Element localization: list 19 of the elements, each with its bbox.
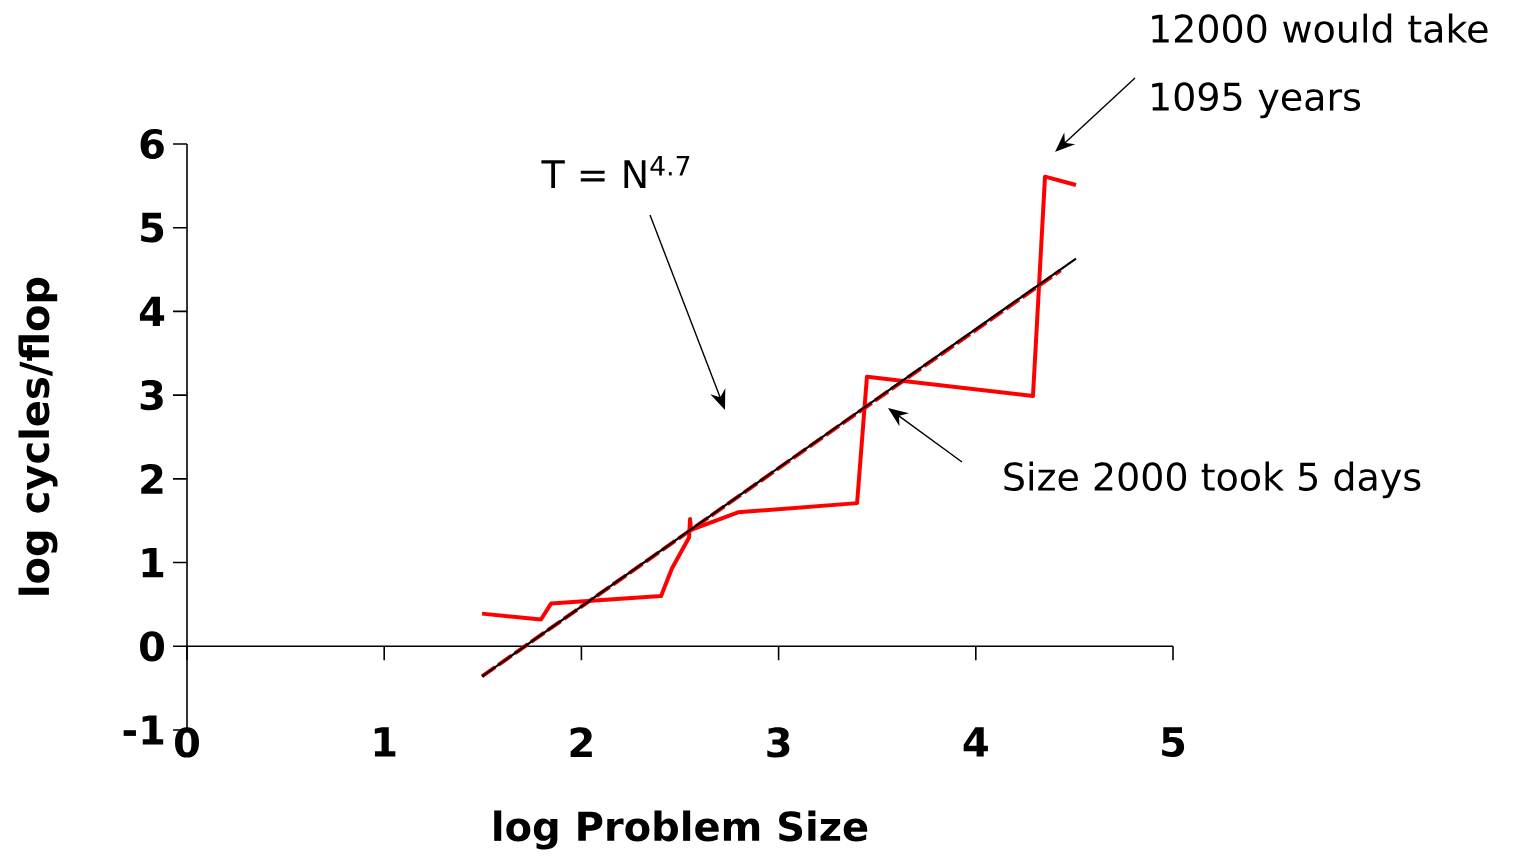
x-axis-title: log Problem Size	[494, 810, 868, 850]
y-tick-label: 1	[142, 548, 164, 578]
x-tick-label: 0	[175, 727, 199, 758]
x-tick-label: 3	[767, 727, 790, 758]
annotation: Size 2000 took 5 days	[1004, 461, 1421, 499]
y-tick-label: 3	[140, 380, 163, 411]
x-tick-label: 2	[570, 727, 592, 758]
text: 12000 would take 1095 years	[1152, 13, 1488, 119]
y-tick-label: -1	[123, 715, 164, 745]
x-tick-label: 1	[374, 727, 396, 757]
y-tick-label: 0	[140, 631, 165, 662]
annotation: T = N$^{4.7}$	[541, 156, 690, 188]
y-tick-label: 2	[141, 464, 163, 494]
x-tick-label: 5	[1162, 727, 1185, 758]
y-tick-label: 5	[141, 212, 164, 243]
y-tick-label: 4	[139, 296, 165, 326]
y-axis-title: log cycles/flop	[18, 277, 58, 595]
y-tick-label: 6	[140, 128, 164, 160]
x-tick-label: 4	[963, 727, 988, 757]
